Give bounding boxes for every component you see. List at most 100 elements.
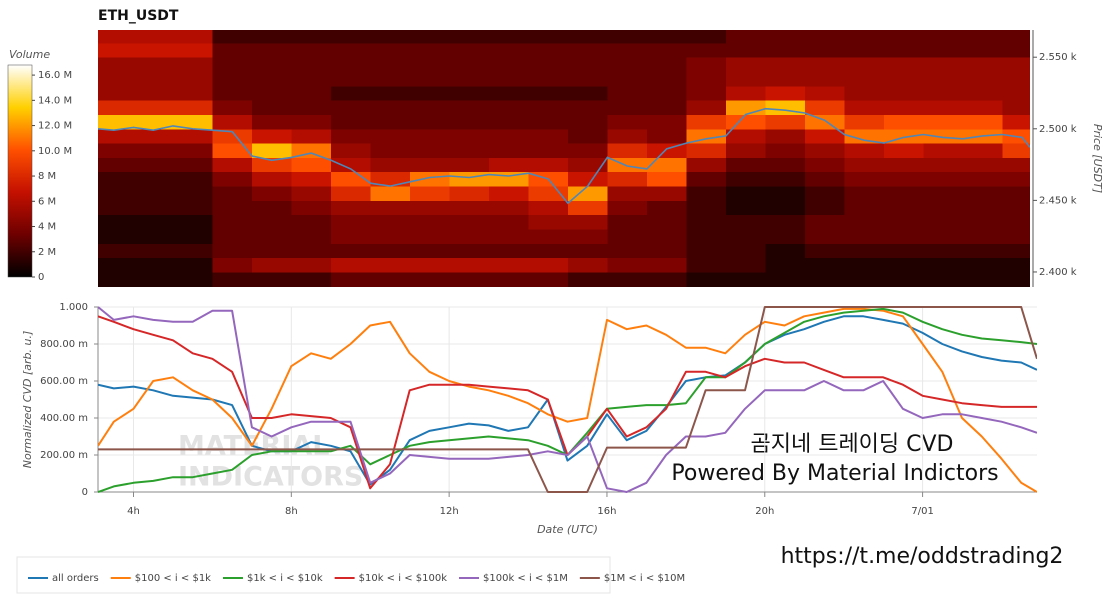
heatmap-cell — [686, 229, 727, 244]
heatmap-cell — [528, 157, 569, 173]
heatmap-cell — [567, 114, 608, 130]
heatmap-cell — [765, 85, 806, 101]
heatmap-cell — [725, 30, 766, 44]
heatmap-cell — [686, 157, 727, 173]
heatmap-cell — [804, 157, 845, 173]
heatmap-cell — [962, 114, 1003, 130]
heatmap-cell — [133, 114, 174, 130]
heatmap-cell — [133, 229, 174, 244]
heatmap-cell — [409, 243, 450, 259]
heatmap-cell — [725, 243, 766, 259]
heatmap-cell — [331, 200, 371, 216]
heatmap-cell — [646, 229, 687, 244]
annotation: 곰지네 트레이딩 CVD — [750, 432, 953, 457]
heatmap-cell — [646, 128, 687, 144]
heatmap-cell — [98, 42, 135, 58]
heatmap-cell — [291, 200, 332, 216]
heatmap-cell — [686, 200, 727, 216]
heatmap-cell — [962, 243, 1003, 259]
heatmap-cell — [646, 171, 687, 187]
heatmap-cell — [765, 57, 806, 73]
heatmap-cell — [409, 271, 450, 287]
heatmap-cell — [923, 157, 964, 173]
heatmap-cell — [844, 57, 885, 73]
watermark: INDICATORS — [178, 462, 363, 493]
heatmap-cell — [962, 200, 1003, 216]
heatmap-cell — [212, 57, 253, 73]
heatmap-cell — [173, 171, 214, 187]
heatmap-cell — [725, 171, 766, 187]
heatmap-cell — [844, 128, 885, 144]
heatmap-cell — [409, 229, 450, 244]
y-tick-label: 0 — [82, 487, 88, 498]
heatmap-cell — [804, 30, 845, 44]
heatmap-cell — [686, 271, 727, 287]
heatmap-cell — [528, 85, 569, 101]
heatmap-cell — [923, 171, 964, 187]
x-tick-label: 7/01 — [911, 506, 933, 517]
heatmap-cell — [567, 243, 608, 259]
heatmap-cell — [607, 186, 648, 201]
heatmap-cell — [133, 171, 174, 187]
heatmap-cell — [173, 128, 214, 144]
heatmap-cell — [133, 85, 174, 101]
heatmap-cell — [804, 114, 845, 130]
heatmap-cell — [528, 100, 569, 115]
heatmap-cell — [567, 143, 608, 158]
heatmap-cell — [883, 143, 924, 158]
heatmap-cell — [528, 143, 569, 158]
heatmap-cell — [173, 271, 214, 287]
heatmap-cell — [528, 271, 569, 287]
link-annotation: https://t.me/oddstrading2 — [781, 544, 1064, 569]
y-axis-label: Normalized CVD [arb. u.] — [21, 331, 34, 469]
heatmap-cell — [804, 229, 845, 244]
heatmap-cell — [883, 214, 924, 230]
heatmap-cell — [883, 114, 924, 130]
heatmap-cell — [528, 57, 569, 73]
heatmap-cell — [488, 128, 529, 144]
heatmap-cell — [370, 57, 411, 73]
heatmap-cell — [409, 85, 450, 101]
heatmap-cell — [291, 71, 332, 87]
heatmap-cell — [133, 257, 174, 273]
heatmap-cell — [370, 186, 411, 201]
heatmap-cell — [488, 157, 529, 173]
heatmap-cell — [409, 171, 450, 187]
heatmap-cell — [370, 42, 411, 58]
heatmap-cell — [962, 271, 1003, 287]
heatmap-cell — [212, 257, 253, 273]
colorbar-tick-label: 4 M — [38, 222, 56, 233]
heatmap-cell — [528, 30, 569, 44]
heatmap-cell — [765, 157, 806, 173]
heatmap-cell — [962, 229, 1003, 244]
heatmap-cell — [765, 200, 806, 216]
heatmap-cell — [173, 186, 214, 201]
heatmap-cell — [962, 71, 1003, 87]
heatmap-cell — [409, 114, 450, 130]
heatmap-cell — [1002, 143, 1030, 158]
heatmap-cell — [923, 114, 964, 130]
heatmap-cell — [607, 114, 648, 130]
heatmap-cell — [331, 42, 371, 58]
legend-label: $100 < i < $1k — [135, 573, 211, 584]
chart-title: ETH_USDT — [98, 8, 179, 24]
heatmap-cell — [488, 71, 529, 87]
heatmap-cell — [1002, 257, 1030, 273]
heatmap-cell — [173, 257, 214, 273]
heatmap-cell — [1002, 128, 1030, 144]
heatmap-cell — [291, 214, 332, 230]
heatmap-cell — [725, 157, 766, 173]
colorbar-tick-label: 6 M — [38, 196, 56, 207]
heatmap-cell — [98, 57, 135, 73]
heatmap-cell — [607, 30, 648, 44]
heatmap-cell — [409, 128, 450, 144]
heatmap-cell — [646, 271, 687, 287]
series-line — [98, 306, 1037, 493]
heatmap-cell — [844, 171, 885, 187]
x-axis-label: Date (UTC) — [537, 523, 598, 536]
heatmap-cell — [567, 157, 608, 173]
y-tick-label: 2.400 k — [1039, 267, 1077, 278]
heatmap-cell — [804, 100, 845, 115]
heatmap-cell — [252, 200, 293, 216]
heatmap-cell — [765, 214, 806, 230]
